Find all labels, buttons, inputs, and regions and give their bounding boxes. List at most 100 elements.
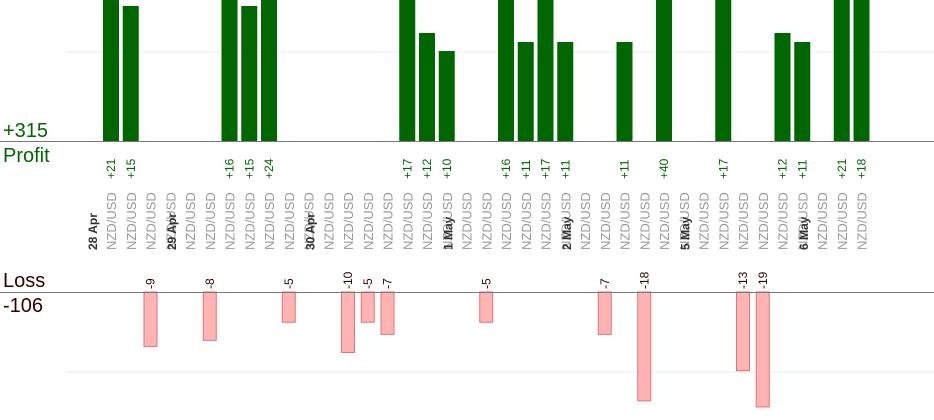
loss-value-label: -13 bbox=[736, 271, 750, 289]
profit-bar bbox=[557, 42, 574, 141]
loss-value-label: -5 bbox=[282, 278, 296, 289]
loss-bar bbox=[143, 291, 158, 347]
pair-label: NZD/USD bbox=[795, 192, 810, 250]
pair-label: NZD/USD bbox=[361, 192, 376, 250]
profit-label: Profit bbox=[3, 145, 50, 167]
loss-value-label: -10 bbox=[341, 271, 355, 289]
pair-label: NZD/USD bbox=[736, 192, 751, 250]
pair-label: NZD/USD bbox=[618, 192, 633, 250]
loss-bar bbox=[360, 291, 375, 323]
pair-label: NZD/USD bbox=[203, 192, 218, 250]
pair-label: NZD/USD bbox=[381, 192, 396, 250]
profit-bar bbox=[103, 0, 119, 141]
loss-value-label: -9 bbox=[144, 278, 158, 289]
profit-bar bbox=[438, 51, 455, 141]
loss-value-label: -7 bbox=[381, 278, 395, 289]
profit-value-label: +21 bbox=[104, 158, 118, 179]
pair-label: NZD/USD bbox=[321, 192, 336, 250]
pair-label: NZD/USD bbox=[835, 192, 850, 250]
profit-bar bbox=[774, 33, 791, 141]
profit-bar bbox=[498, 0, 514, 141]
loss-bar bbox=[341, 291, 355, 353]
loss-bar bbox=[597, 291, 612, 335]
profit-bar bbox=[419, 33, 435, 141]
loss-bar bbox=[736, 291, 750, 372]
pair-label: NZD/USD bbox=[302, 192, 317, 250]
loss-total: -106 bbox=[3, 295, 44, 317]
pair-label: NZD/USD bbox=[282, 192, 297, 250]
pair-label: NZD/USD bbox=[657, 192, 672, 250]
pair-label: NZD/USD bbox=[242, 192, 257, 250]
profit-bar bbox=[616, 42, 633, 141]
pair-label: NZD/USD bbox=[223, 192, 238, 250]
profit-value-label: +16 bbox=[223, 158, 237, 179]
date-label: 29 Apr bbox=[165, 213, 179, 250]
profit-value-label: +12 bbox=[776, 158, 790, 179]
pair-label: NZD/USD bbox=[144, 192, 159, 250]
profit-value-label: +21 bbox=[835, 158, 849, 179]
pair-label: NZD/USD bbox=[440, 192, 455, 250]
pair-label: NZD/USD bbox=[756, 192, 771, 250]
loss-bar bbox=[380, 291, 395, 335]
profit-value-label: +11 bbox=[618, 159, 632, 179]
pair-label: NZD/USD bbox=[598, 192, 613, 250]
profit-bar bbox=[656, 0, 672, 141]
profit-value-label: +40 bbox=[657, 158, 671, 179]
pair-label: NZD/USD bbox=[578, 192, 593, 250]
loss-label: Loss bbox=[3, 270, 46, 292]
profit-value-label: +18 bbox=[855, 158, 869, 179]
profit-bar bbox=[122, 6, 139, 141]
profit-value-label: +17 bbox=[716, 158, 730, 179]
profit-value-label: +11 bbox=[795, 159, 809, 179]
loss-bar bbox=[281, 291, 296, 323]
date-label: 28 Apr bbox=[86, 213, 100, 250]
date-label: 1 May bbox=[442, 216, 456, 250]
loss-bar bbox=[637, 291, 652, 402]
loss-value-label: -19 bbox=[756, 271, 770, 289]
profit-value-label: +24 bbox=[262, 158, 276, 179]
profit-bar bbox=[853, 0, 870, 141]
loss-value-label: -8 bbox=[203, 278, 217, 289]
pair-label: NZD/USD bbox=[460, 192, 475, 250]
pair-label: NZD/USD bbox=[400, 192, 415, 250]
pair-label: NZD/USD bbox=[519, 192, 534, 250]
profit-value-label: +15 bbox=[242, 158, 256, 179]
profit-bar bbox=[715, 0, 732, 141]
date-label: 6 May bbox=[797, 216, 811, 250]
profit-bar bbox=[833, 0, 850, 141]
pair-label: NZD/USD bbox=[637, 192, 652, 250]
pair-label: NZD/USD bbox=[539, 192, 554, 250]
profit-value-label: +15 bbox=[124, 158, 138, 179]
loss-value-label: -5 bbox=[361, 278, 375, 289]
pair-label: NZD/USD bbox=[697, 192, 712, 250]
pair-label: NZD/USD bbox=[420, 192, 435, 250]
profit-bar bbox=[399, 0, 416, 141]
pair-label: NZD/USD bbox=[855, 192, 870, 250]
pair-label: NZD/USD bbox=[163, 192, 178, 250]
pair-label: NZD/USD bbox=[815, 192, 830, 250]
loss-bar bbox=[202, 291, 217, 341]
pair-label: NZD/USD bbox=[104, 192, 119, 250]
date-label: 2 May bbox=[560, 216, 574, 250]
date-label: 5 May bbox=[679, 216, 693, 250]
profit-value-label: +10 bbox=[440, 158, 454, 179]
pair-label: NZD/USD bbox=[479, 192, 494, 250]
pair-label: NZD/USD bbox=[499, 192, 514, 250]
profit-value-label: +12 bbox=[420, 158, 434, 179]
profit-bar bbox=[537, 0, 554, 141]
profit-bar bbox=[794, 42, 811, 141]
profit-total: +315 bbox=[3, 120, 49, 142]
profit-value-label: +17 bbox=[539, 158, 553, 179]
pair-label: NZD/USD bbox=[677, 192, 692, 250]
profit-bar bbox=[261, 0, 277, 141]
loss-value-label: -18 bbox=[637, 271, 651, 289]
date-label: 30 Apr bbox=[303, 213, 317, 250]
loss-value-label: -5 bbox=[479, 278, 493, 289]
pair-label: NZD/USD bbox=[341, 192, 356, 250]
profit-bar bbox=[241, 6, 258, 141]
profit-value-label: +11 bbox=[558, 159, 572, 179]
profit-value-label: +17 bbox=[400, 158, 414, 179]
pair-label: NZD/USD bbox=[776, 192, 791, 250]
pair-label: NZD/USD bbox=[262, 192, 277, 250]
